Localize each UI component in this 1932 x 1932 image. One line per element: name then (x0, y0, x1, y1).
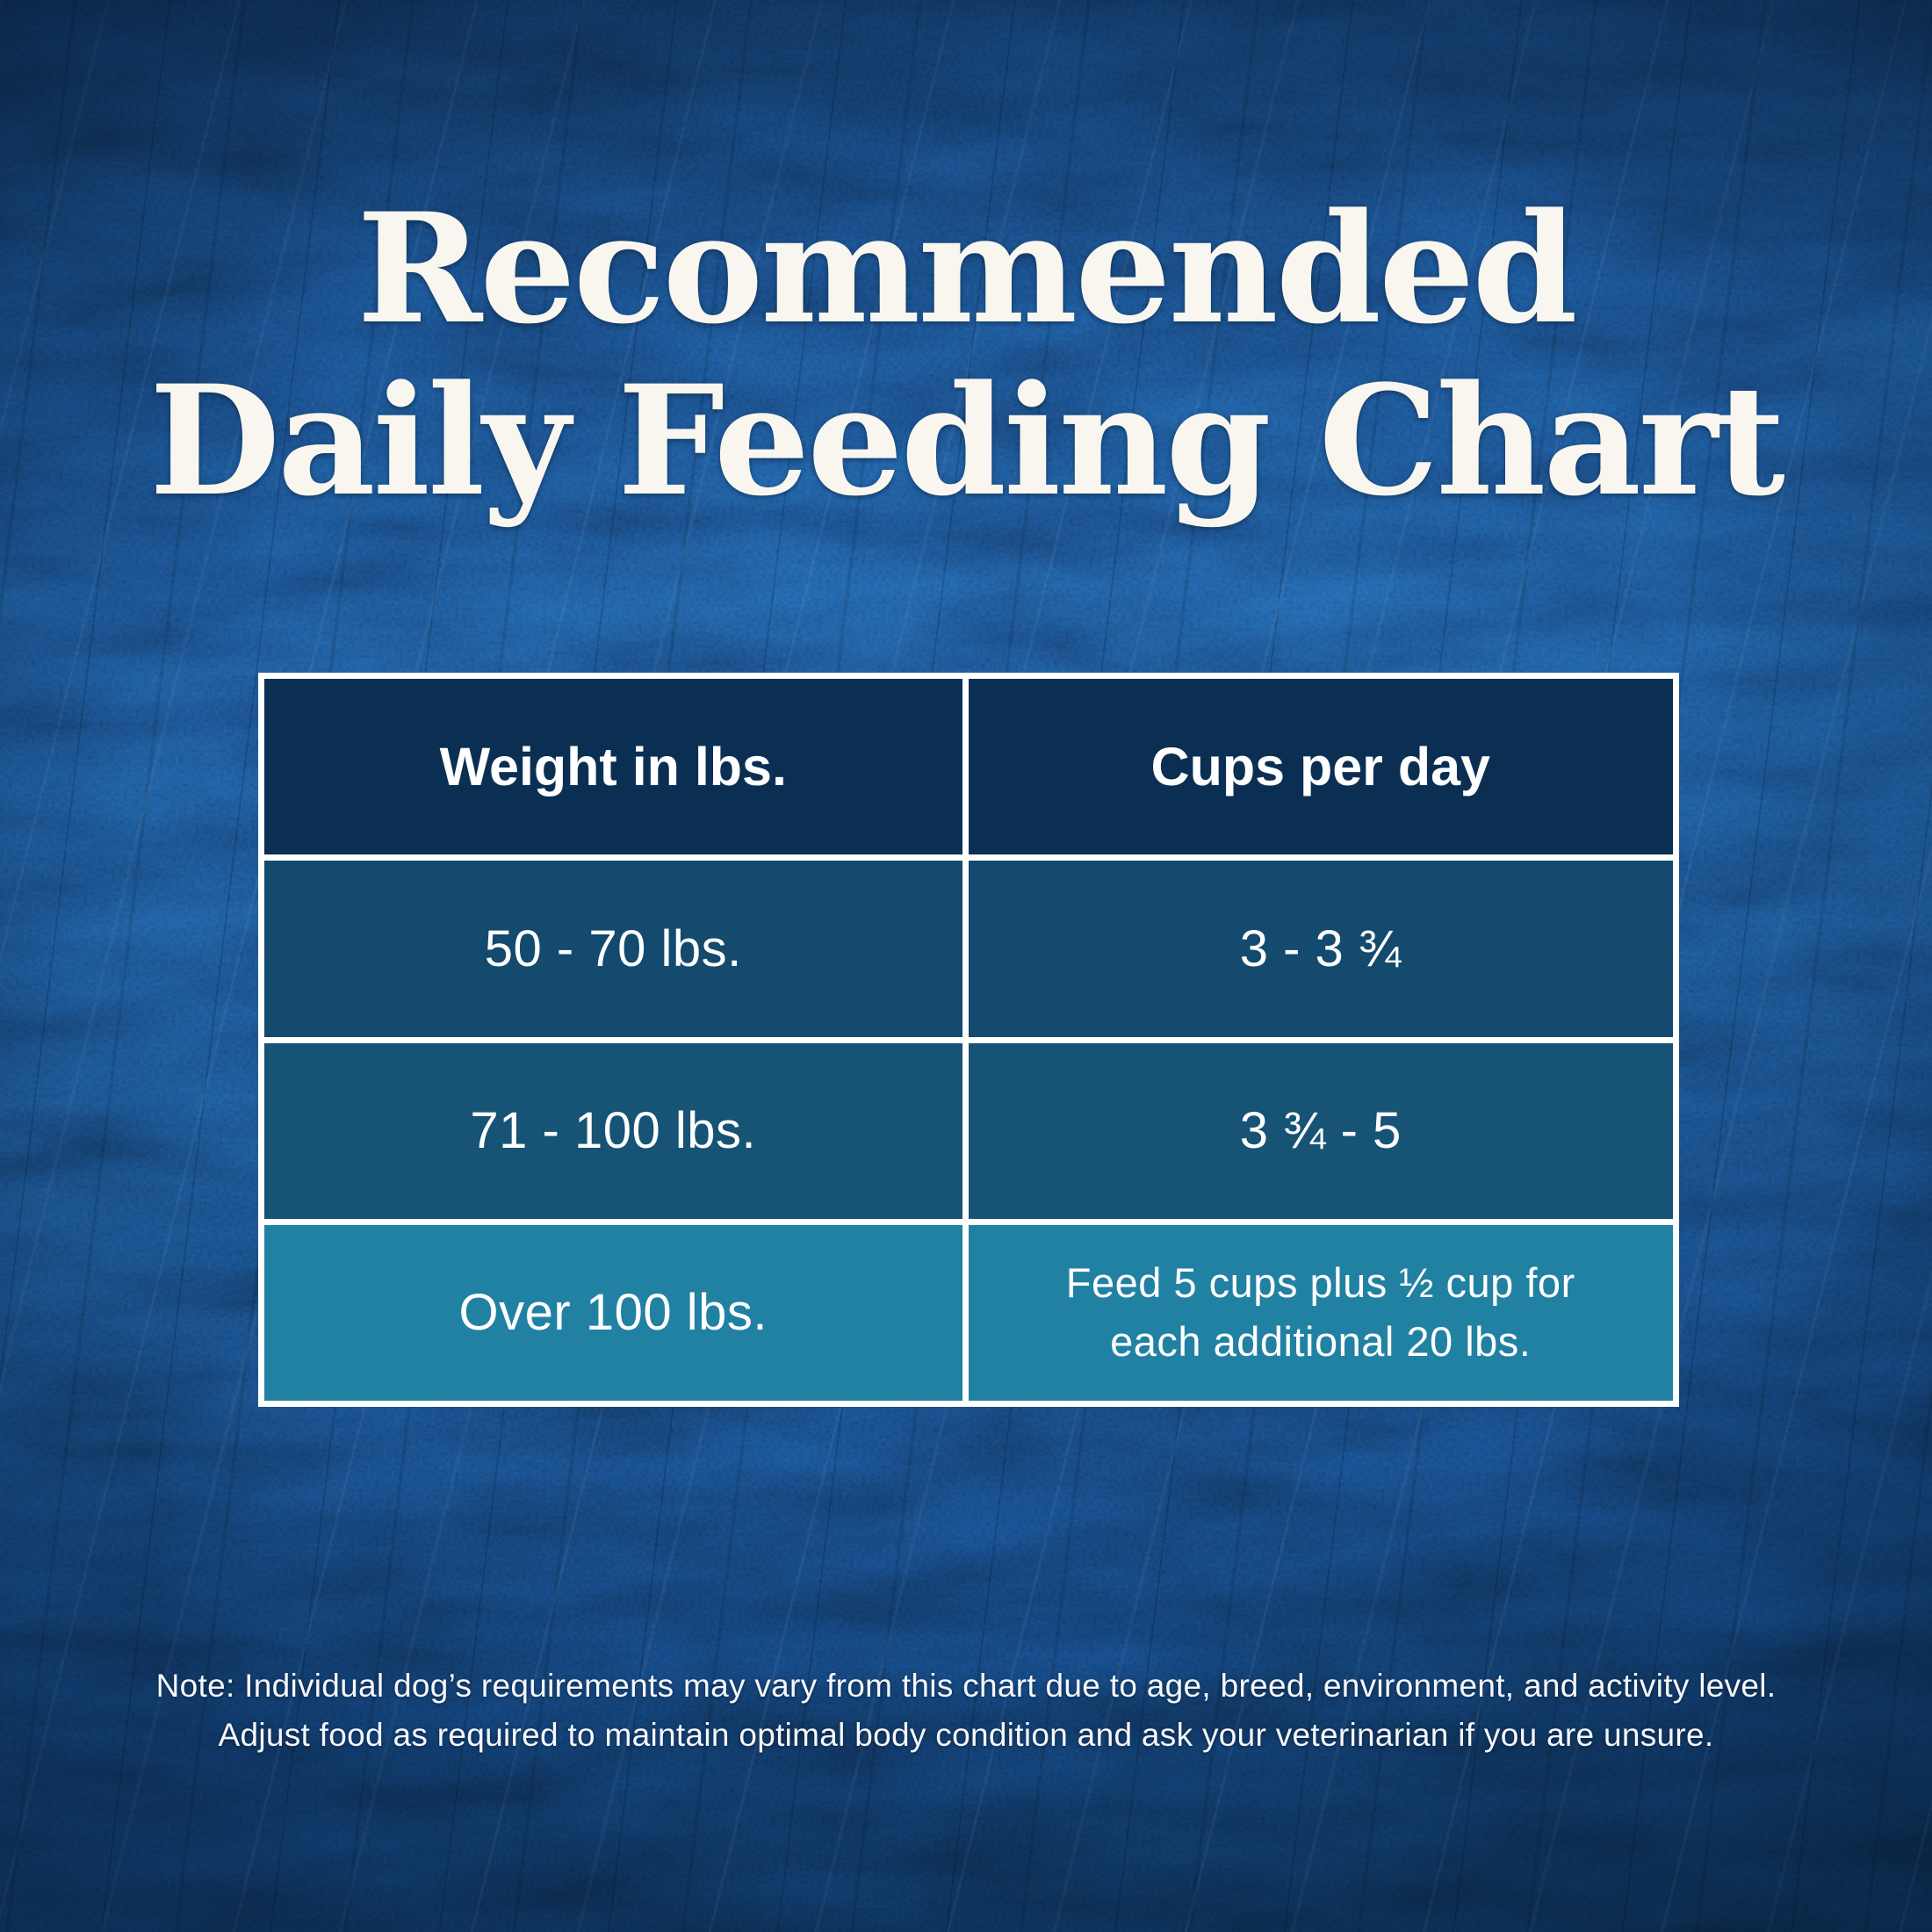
cell-cups-row-2: 3 ¾ - 5 (968, 1042, 1673, 1219)
chart-title-line-2: Daily Feeding Chart (149, 351, 1785, 530)
footnote-line-2: Adjust food as required to maintain opti… (218, 1717, 1714, 1754)
cell-cups-row-1: 3 - 3 ¾ (968, 861, 1673, 1037)
footnote-line-1: Note: Individual dog’s requirements may … (155, 1668, 1777, 1704)
cell-weight-row-2: 71 - 100 lbs. (264, 1042, 962, 1219)
cell-cups-row-3: Feed 5 cups plus ½ cup for each addition… (968, 1224, 1673, 1401)
header-cell-weight: Weight in lbs. (264, 679, 962, 855)
footnote: Note: Individual dog’s requirements may … (0, 1662, 1932, 1760)
header-cell-cups: Cups per day (968, 679, 1673, 855)
chart-title: Recommended Daily Feeding Chart (0, 179, 1932, 530)
cell-cups-row-3-text: Feed 5 cups plus ½ cup for each addition… (1065, 1259, 1575, 1365)
feeding-table: Weight in lbs. Cups per day 50 - 70 lbs.… (258, 673, 1679, 1407)
cell-weight-row-1: 50 - 70 lbs. (264, 861, 962, 1037)
cell-weight-row-3: Over 100 lbs. (264, 1224, 962, 1401)
chart-title-line-1: Recommended (357, 179, 1577, 357)
